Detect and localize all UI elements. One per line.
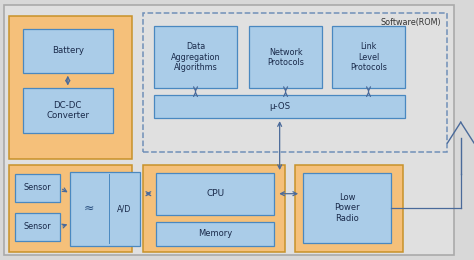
Bar <box>9 165 132 252</box>
Bar <box>70 172 140 246</box>
Text: μ-OS: μ-OS <box>269 102 290 111</box>
Text: Software(ROM): Software(ROM) <box>381 18 441 27</box>
Text: Network
Protocols: Network Protocols <box>267 48 304 67</box>
Bar <box>295 165 403 252</box>
Text: Link
Level
Protocols: Link Level Protocols <box>350 42 387 72</box>
Text: CPU: CPU <box>206 189 224 198</box>
Bar <box>332 26 405 88</box>
Bar <box>156 173 274 214</box>
Bar <box>15 174 60 202</box>
Text: Data
Aggregation
Algorithms: Data Aggregation Algorithms <box>171 42 220 72</box>
Bar <box>15 213 60 240</box>
Text: DC-DC
Converter: DC-DC Converter <box>46 101 89 120</box>
Bar <box>9 16 132 159</box>
Bar <box>143 13 447 152</box>
Text: A/D: A/D <box>117 204 131 213</box>
Bar <box>154 26 237 88</box>
Text: Low
Power
Radio: Low Power Radio <box>334 193 360 223</box>
Text: Battery: Battery <box>52 46 84 55</box>
Bar <box>143 165 285 252</box>
Bar <box>154 95 405 118</box>
Text: ≈: ≈ <box>84 202 94 215</box>
Bar <box>303 173 391 243</box>
Bar <box>23 29 113 73</box>
Bar <box>23 88 113 133</box>
Text: Memory: Memory <box>198 230 232 238</box>
Bar <box>156 222 274 246</box>
Bar <box>249 26 322 88</box>
Text: Sensor: Sensor <box>24 222 52 231</box>
Text: Sensor: Sensor <box>24 183 52 192</box>
